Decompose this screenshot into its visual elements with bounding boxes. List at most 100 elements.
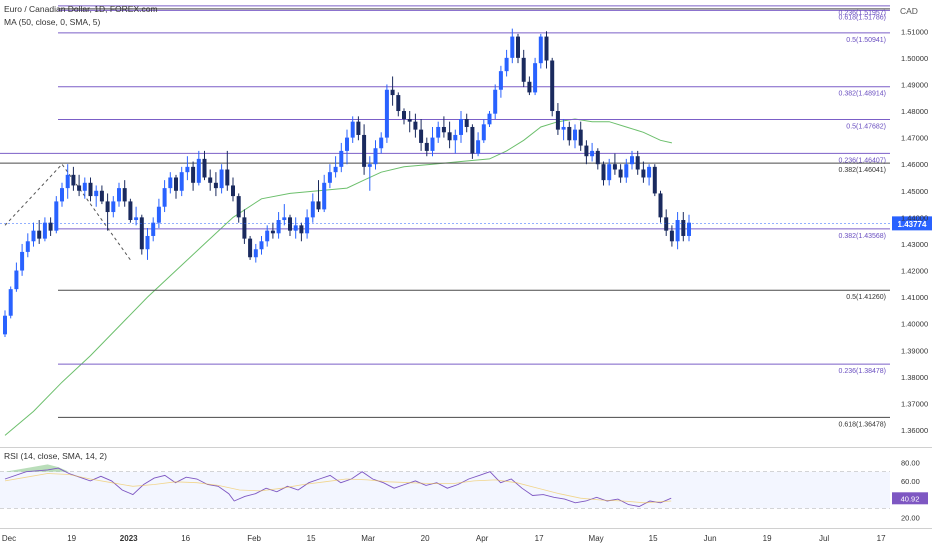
candle-body — [379, 137, 384, 149]
candle-body — [413, 121, 418, 130]
rsi-indicator-label: RSI (14, close, SMA, 14, 2) — [4, 451, 107, 461]
y-tick-label: 1.40000 — [901, 320, 928, 329]
candle-body — [390, 89, 395, 96]
x-tick-label: 2023 — [120, 534, 138, 543]
y-tick-label: 1.39000 — [901, 346, 928, 355]
rsi-overbought-area — [5, 464, 69, 472]
candle-body — [367, 164, 372, 167]
candle-body — [510, 36, 515, 58]
candle-body — [669, 230, 674, 242]
candle-body — [293, 225, 298, 231]
candle-body — [607, 164, 612, 181]
candle-body — [242, 217, 247, 239]
candle-body — [48, 222, 53, 231]
candle-body — [590, 150, 595, 157]
x-tick-label: Mar — [361, 534, 375, 543]
y-tick-label: 1.37000 — [901, 399, 928, 408]
candle-body — [538, 36, 543, 64]
candle-body — [259, 241, 264, 250]
candle-body — [555, 111, 560, 130]
x-tick-label: Jul — [819, 534, 829, 543]
candle-body — [453, 134, 458, 141]
candle-body — [630, 156, 634, 165]
candle-body — [145, 235, 150, 250]
fib-level-label: 0.5(1.41260) — [846, 294, 886, 301]
candle-body — [88, 182, 93, 197]
candle-body — [641, 169, 646, 178]
candle-body — [527, 81, 532, 93]
candle-body — [225, 169, 230, 186]
candle-body — [601, 164, 606, 181]
chart-title: Euro / Canadian Dollar, 1D, FOREX.com — [4, 4, 158, 14]
candle-body — [99, 190, 104, 202]
candle-body — [122, 188, 127, 202]
fib-level-label: 0.236(1.46407) — [839, 157, 886, 164]
candle-body — [681, 220, 686, 236]
y-tick-label: 1.36000 — [901, 426, 928, 435]
candle-body — [402, 111, 406, 119]
fib-level-label: 0.618(1.36478) — [839, 421, 886, 428]
candle-body — [476, 140, 481, 154]
candle-body — [162, 188, 167, 207]
rsi-y-tick-label: 20.00 — [901, 513, 920, 522]
candle-body — [270, 230, 275, 234]
candle-body — [310, 201, 315, 218]
y-tick-label: 1.49000 — [901, 80, 928, 89]
x-tick-label: 19 — [67, 534, 76, 543]
candle-body — [464, 118, 469, 127]
x-tick-label: 15 — [307, 534, 316, 543]
candle-body — [231, 185, 235, 197]
candle-body — [202, 158, 207, 178]
rsi-y-tick-label: 80.00 — [901, 459, 920, 468]
candle-body — [191, 166, 196, 183]
fib-level-label: 0.382(1.48914) — [839, 91, 886, 98]
y-tick-label: 1.41000 — [901, 293, 928, 302]
candle-body — [168, 177, 173, 189]
x-tick-label: 17 — [535, 534, 544, 543]
x-tick-label: Jun — [704, 534, 717, 543]
candle-body — [42, 222, 47, 239]
candle-body — [521, 57, 526, 82]
candle-body — [567, 126, 572, 141]
x-tick-label: Dec — [2, 534, 16, 543]
candle-body — [584, 145, 589, 157]
candle-body — [282, 217, 287, 221]
candle-body — [333, 166, 338, 173]
candle-body — [493, 89, 498, 114]
candle-body — [407, 118, 412, 122]
candle-body — [498, 71, 503, 90]
candle-body — [219, 169, 224, 189]
candle-body — [436, 126, 441, 138]
fib-level-label: 0.5(1.47682) — [846, 123, 886, 130]
candle-body — [139, 217, 144, 250]
current-price-label: 1.43774 — [898, 220, 927, 229]
candle-body — [373, 148, 378, 165]
candle-body — [339, 150, 344, 167]
candle-body — [424, 142, 429, 151]
candle-body — [134, 217, 139, 221]
y-tick-label: 1.38000 — [901, 373, 928, 382]
rsi-ma-line — [4, 473, 672, 504]
candle-body — [550, 60, 555, 112]
x-tick-label: 16 — [181, 534, 190, 543]
candle-body — [60, 188, 64, 202]
candle-body — [441, 126, 446, 133]
candle-body — [305, 217, 310, 234]
candle-body — [151, 222, 156, 236]
rsi-band-fill — [0, 471, 890, 509]
candle-body — [196, 158, 201, 183]
candle-body — [14, 270, 19, 290]
candle-body — [248, 238, 253, 258]
candle-body — [384, 89, 389, 138]
candle-body — [447, 132, 452, 141]
candle-body — [504, 57, 509, 72]
fib-level-label: 0.382(1.46041) — [839, 167, 886, 174]
rsi-current-label: 40.92 — [901, 494, 920, 503]
candle-body — [185, 166, 190, 173]
candle-body — [635, 156, 640, 170]
candle-body — [345, 137, 349, 151]
candle-body — [179, 172, 184, 191]
candle-body — [117, 188, 121, 202]
candle-body — [71, 174, 76, 186]
